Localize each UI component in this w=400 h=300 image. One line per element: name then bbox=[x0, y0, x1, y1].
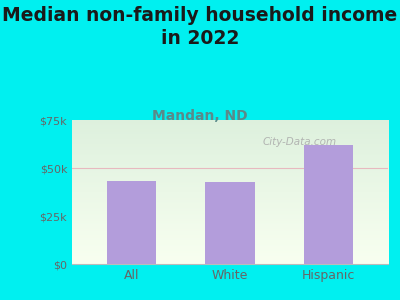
Text: Median non-family household income
in 2022: Median non-family household income in 20… bbox=[2, 6, 398, 49]
Text: City-Data.com: City-Data.com bbox=[262, 136, 336, 147]
Bar bbox=[304, 145, 354, 264]
Text: Mandan, ND: Mandan, ND bbox=[152, 110, 248, 124]
Bar bbox=[106, 182, 156, 264]
Bar bbox=[205, 182, 255, 264]
